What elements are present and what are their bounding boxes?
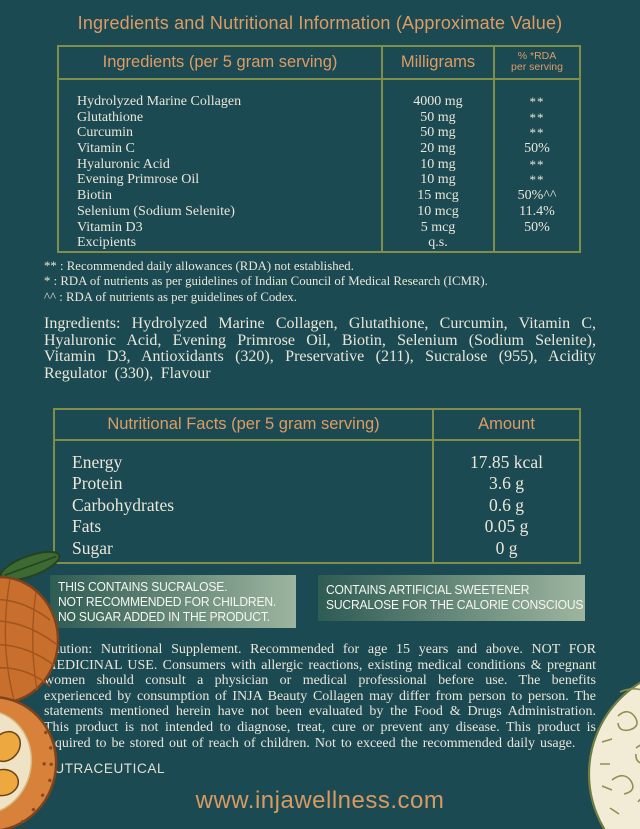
- ingredient-name: Hyaluronic Acid: [77, 156, 170, 172]
- ingredient-rda: 11.4%: [519, 203, 555, 219]
- ingredient-rda: **: [529, 172, 545, 188]
- nutrient-amount: 0.05 g: [484, 516, 529, 537]
- ingredients-table-body: Hydrolyzed Marine Collagen Glutathione C…: [59, 79, 579, 251]
- nutrient-name: Carbohydrates: [72, 494, 175, 515]
- badge-line: NO SUGAR ADDED IN THE PRODUCT.: [58, 609, 270, 624]
- nutrient-amount: 0.6 g: [489, 494, 524, 515]
- ingredient-rda: **: [529, 109, 545, 125]
- caution-paragraph: Caution: Nutritional Supplement. Recomme…: [44, 642, 596, 751]
- badge-line: NOT RECOMMENDED FOR CHILDREN.: [58, 594, 277, 609]
- rda-footnotes: ** : Recommended daily allowances (RDA) …: [44, 259, 488, 305]
- ingredient-amount: 10 mcg: [417, 203, 459, 219]
- artificial-sweetener-badge: CONTAINS ARTIFICIAL SWEETENER SUCRALOSE …: [318, 575, 585, 621]
- badge-line: SUCRALOSE FOR THE CALORIE CONSCIOUS: [326, 597, 584, 612]
- ingredient-amount: 20 mg: [420, 141, 456, 157]
- rda-header: % *RDA per serving: [495, 47, 579, 78]
- nutrition-facts-body: Energy Protein Carbohydrates Fats Sugar …: [55, 441, 579, 562]
- ingredient-amount: 10 mg: [420, 172, 456, 188]
- ingredient-amount: 50 mg: [420, 125, 456, 141]
- ingredient-name: Glutathione: [77, 109, 144, 125]
- ingredient-amount-column: 4000 mg 50 mg 50 mg 20 mg 10 mg 10 mg 15…: [383, 79, 495, 251]
- ingredient-name: Evening Primrose Oil: [77, 172, 200, 188]
- ingredient-amount: q.s.: [428, 235, 448, 251]
- ingredient-rda: **: [529, 125, 545, 141]
- ingredient-name: Vitamin D3: [77, 219, 143, 235]
- nutrient-amount: 17.85 kcal: [470, 452, 543, 472]
- ingredient-amount: 50 mg: [420, 109, 456, 125]
- ingredient-rda: **: [529, 93, 545, 109]
- ingredients-table: Ingredients (per 5 gram serving) Milligr…: [57, 45, 581, 253]
- ingredient-amount: 4000 mg: [413, 93, 463, 109]
- rda-header-line2: per serving: [511, 61, 563, 74]
- rda-header-line1: % *RDA: [517, 50, 557, 63]
- ingredient-name: Vitamin C: [77, 141, 135, 157]
- page-title: Ingredients and Nutritional Information …: [77, 13, 563, 33]
- sucralose-warning-badge: THIS CONTAINS SUCRALOSE. NOT RECOMMENDED…: [50, 575, 296, 628]
- badge-line: THIS CONTAINS SUCRALOSE.: [58, 579, 228, 594]
- ingredient-rda: 50%: [524, 141, 550, 157]
- website-url: www.injawellness.com: [195, 787, 445, 814]
- badge-line: CONTAINS ARTIFICIAL SWEETENER: [326, 582, 530, 597]
- ingredient-rda-column: ** ** ** 50% ** ** 50%^^ 11.4% 50%: [495, 80, 579, 251]
- ingredient-name: Hydrolyzed Marine Collagen: [77, 93, 242, 109]
- nutraceutical-label: NUTRACEUTICAL: [44, 761, 166, 776]
- footnote-codex: ^^ : RDA of nutrients as per guidelines …: [44, 289, 297, 304]
- ingredient-name: Selenium (Sodium Selenite): [77, 203, 235, 219]
- ingredients-table-header-row: Ingredients (per 5 gram serving) Milligr…: [59, 47, 579, 80]
- footnote-rda-not-established: ** : Recommended daily allowances (RDA) …: [44, 259, 354, 273]
- ingredients-paragraph: Ingredients: Hydrolyzed Marine Collagen,…: [44, 315, 596, 382]
- nutrition-facts-header-row: Nutritional Facts (per 5 gram serving) A…: [55, 410, 579, 441]
- footnote-icmr: * : RDA of nutrients as per guidelines o…: [44, 274, 488, 289]
- ingredient-name-column: Hydrolyzed Marine Collagen Glutathione C…: [59, 79, 383, 251]
- ingredient-name: Curcumin: [77, 125, 133, 141]
- nutrient-name: Fats: [72, 516, 102, 537]
- nutrient-amount: 0 g: [495, 537, 518, 558]
- nutrient-amount-column: 17.85 kcal 3.6 g 0.6 g 0.05 g 0 g: [434, 441, 579, 562]
- ingredient-rda: **: [529, 156, 545, 172]
- ingredient-rda: 50%^^: [517, 188, 557, 204]
- ingredient-amount: 5 mcg: [420, 219, 456, 235]
- milligrams-header: Milligrams: [383, 47, 495, 78]
- ingredient-amount: 15 mcg: [417, 188, 459, 204]
- ingredients-header: Ingredients (per 5 gram serving): [59, 47, 383, 78]
- nutrient-name: Energy: [72, 452, 123, 472]
- nutrient-name: Sugar: [72, 537, 113, 558]
- amount-header: Amount: [478, 415, 535, 433]
- nutrient-amount: 3.6 g: [489, 473, 524, 494]
- nutrition-facts-header: Nutritional Facts (per 5 gram serving): [55, 410, 434, 439]
- nutrient-name: Protein: [72, 473, 123, 494]
- nutrient-name-column: Energy Protein Carbohydrates Fats Sugar: [55, 441, 434, 562]
- ingredient-amount: 10 mg: [420, 156, 456, 172]
- ingredient-name: Biotin: [77, 188, 113, 204]
- ingredient-rda: 50%: [524, 219, 550, 235]
- nutrition-facts-table: Nutritional Facts (per 5 gram serving) A…: [53, 408, 581, 564]
- ingredient-name: Excipients: [77, 235, 137, 251]
